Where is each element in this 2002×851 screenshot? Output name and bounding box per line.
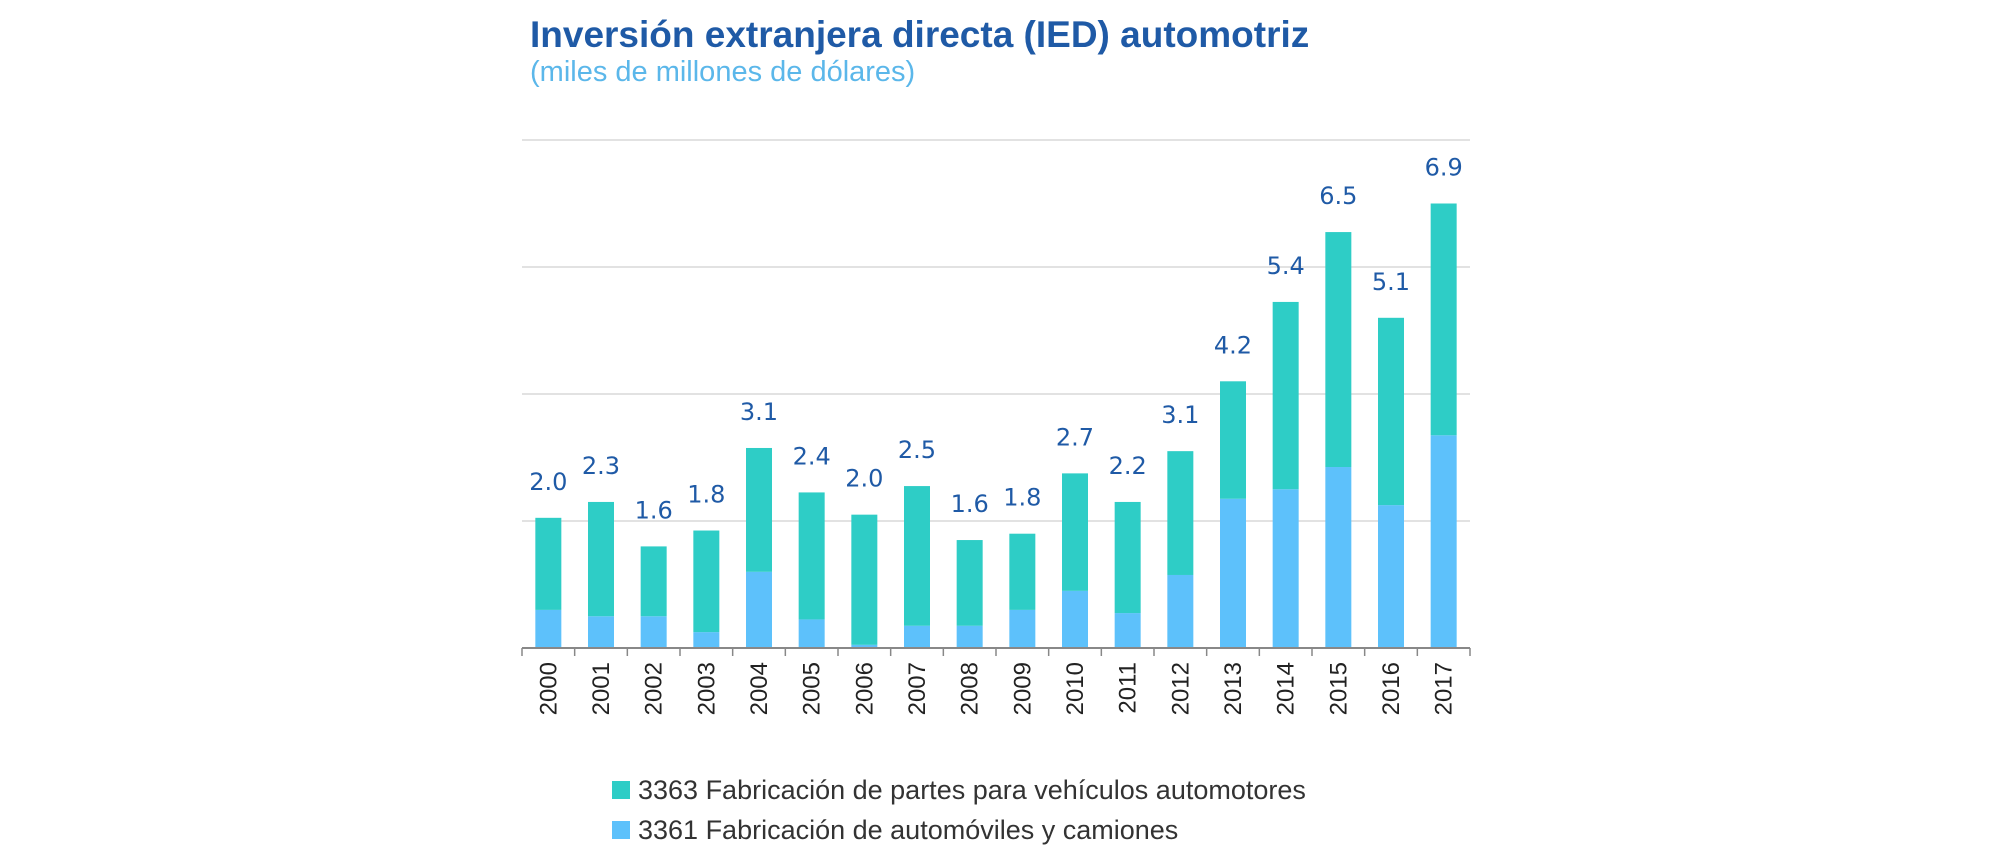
legend-swatch-cars bbox=[612, 821, 630, 839]
bar-parts-2010 bbox=[1062, 473, 1088, 591]
legend-item-cars: 3361 Fabricación de automóviles y camion… bbox=[612, 810, 1306, 850]
bar-cars-2002 bbox=[640, 616, 667, 648]
total-label-2005: 2.4 bbox=[793, 442, 831, 470]
x-tick-label-2009: 2009 bbox=[1009, 662, 1036, 715]
x-tick-label-2012: 2012 bbox=[1167, 662, 1194, 715]
bar-cars-2015 bbox=[1325, 467, 1352, 648]
bars bbox=[535, 203, 1457, 648]
total-labels: 2.0 2.3 1.6 1.8 3.1 2.4 2.0 2.5 1.6 1.8 2.7 2.2 3.1 4… bbox=[529, 154, 1463, 525]
total-label-2016: 5.1 bbox=[1372, 268, 1410, 296]
bar-parts-2007 bbox=[904, 486, 930, 626]
bar-cars-2012 bbox=[1167, 574, 1194, 648]
x-tick-label-2001: 2001 bbox=[588, 662, 615, 715]
bar-cars-2009 bbox=[1009, 609, 1036, 648]
legend-item-parts: 3363 Fabricación de partes para vehículo… bbox=[612, 770, 1306, 810]
legend-label-parts: 3363 Fabricación de partes para vehículo… bbox=[638, 774, 1306, 805]
bar-cars-2014 bbox=[1272, 489, 1299, 648]
total-label-2004: 3.1 bbox=[740, 398, 778, 426]
chart-title: Inversión extranjera directa (IED) autom… bbox=[530, 14, 1310, 55]
bar-cars-2016 bbox=[1378, 505, 1404, 648]
total-label-2008: 1.6 bbox=[951, 490, 989, 518]
bar-parts-2016 bbox=[1378, 317, 1404, 506]
total-label-2002: 1.6 bbox=[635, 496, 673, 524]
bar-cars-2010 bbox=[1062, 590, 1088, 648]
bar-cars-2000 bbox=[535, 609, 562, 648]
total-label-2011: 2.2 bbox=[1109, 452, 1147, 480]
total-label-2007: 2.5 bbox=[898, 436, 936, 464]
bar-parts-2011 bbox=[1114, 501, 1141, 614]
x-tick-label-2013: 2013 bbox=[1220, 662, 1247, 715]
x-tick-label-2015: 2015 bbox=[1325, 662, 1352, 715]
bar-cars-2013 bbox=[1220, 498, 1246, 648]
total-label-2006: 2.0 bbox=[845, 465, 883, 493]
x-tick-label-2000: 2000 bbox=[535, 662, 562, 715]
bar-parts-2006 bbox=[851, 514, 878, 645]
bar-parts-2003 bbox=[693, 530, 720, 633]
bar-parts-2013 bbox=[1220, 381, 1246, 499]
total-label-2015: 6.5 bbox=[1319, 182, 1357, 210]
x-tick-labels: 2000 2001 2002 2003 2004 2005 2006 2007 2008 2009… bbox=[535, 662, 1457, 715]
bar-parts-2015 bbox=[1325, 232, 1352, 468]
bar-parts-2014 bbox=[1272, 301, 1299, 490]
x-tick-label-2003: 2003 bbox=[693, 662, 720, 715]
total-label-2001: 2.3 bbox=[582, 452, 620, 480]
total-label-2014: 5.4 bbox=[1267, 252, 1305, 280]
bar-parts-2001 bbox=[588, 501, 614, 617]
bar-parts-2004 bbox=[746, 447, 772, 572]
bar-parts-2008 bbox=[956, 540, 983, 626]
total-label-2010: 2.7 bbox=[1056, 423, 1094, 451]
x-tick-label-2017: 2017 bbox=[1431, 662, 1458, 715]
total-label-2000: 2.0 bbox=[529, 468, 567, 496]
x-axis bbox=[521, 647, 1471, 656]
bar-parts-2009 bbox=[1009, 533, 1036, 610]
x-tick-label-2004: 2004 bbox=[746, 662, 773, 715]
x-tick-label-2002: 2002 bbox=[641, 662, 668, 715]
bar-cars-2007 bbox=[904, 625, 930, 648]
bar-cars-2006 bbox=[851, 644, 878, 648]
total-label-2003: 1.8 bbox=[687, 481, 725, 509]
legend-swatch-parts bbox=[612, 781, 630, 799]
bar-cars-2003 bbox=[693, 632, 720, 648]
total-label-2012: 3.1 bbox=[1161, 401, 1199, 429]
x-tick-label-2011: 2011 bbox=[1115, 662, 1142, 714]
x-tick-label-2008: 2008 bbox=[957, 662, 984, 715]
bar-parts-2005 bbox=[798, 492, 825, 620]
x-tick-label-2016: 2016 bbox=[1378, 662, 1405, 715]
total-label-2009: 1.8 bbox=[1003, 484, 1041, 512]
x-tick-label-2014: 2014 bbox=[1273, 662, 1300, 715]
x-tick-label-2010: 2010 bbox=[1062, 662, 1089, 715]
total-label-2013: 4.2 bbox=[1214, 331, 1252, 359]
bar-parts-2012 bbox=[1167, 451, 1194, 575]
bar-parts-2002 bbox=[640, 546, 667, 617]
total-label-2017: 6.9 bbox=[1425, 154, 1463, 182]
bar-cars-2017 bbox=[1430, 435, 1457, 648]
bar-cars-2008 bbox=[956, 625, 983, 648]
legend-label-cars: 3361 Fabricación de automóviles y camion… bbox=[638, 814, 1179, 845]
bar-cars-2005 bbox=[798, 619, 825, 648]
bar-parts-2000 bbox=[535, 517, 562, 610]
chart-subtitle: (miles de millones de dólares) bbox=[530, 56, 916, 88]
bar-cars-2001 bbox=[588, 616, 614, 648]
bar-parts-2017 bbox=[1430, 203, 1457, 436]
gridlines bbox=[522, 139, 1470, 522]
bar-cars-2011 bbox=[1114, 613, 1141, 648]
legend: 3363 Fabricación de partes para vehículo… bbox=[612, 770, 1306, 850]
bar-cars-2004 bbox=[746, 571, 772, 648]
x-tick-label-2006: 2006 bbox=[851, 662, 878, 715]
x-tick-label-2005: 2005 bbox=[799, 662, 826, 715]
x-tick-label-2007: 2007 bbox=[904, 662, 931, 715]
